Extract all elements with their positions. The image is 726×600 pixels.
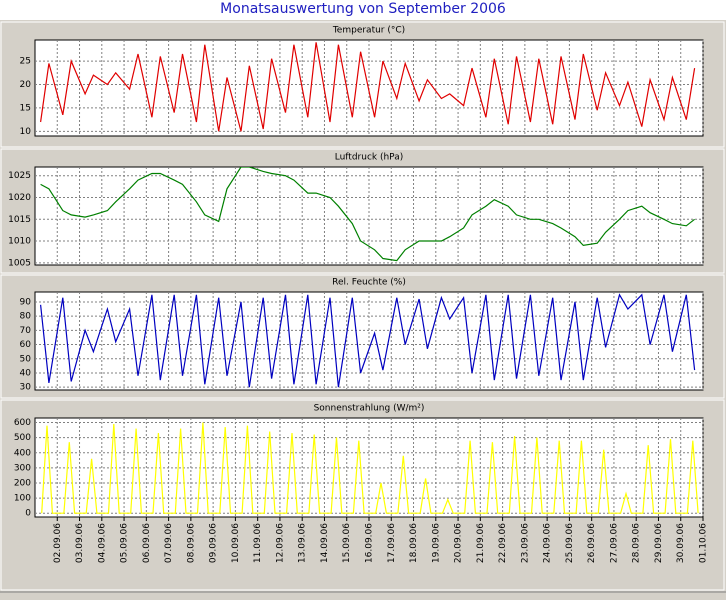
x-tick-label: 29.09.06 bbox=[654, 523, 664, 563]
x-tick-label: 06.09.06 bbox=[142, 523, 152, 563]
x-tick-label: 08.09.06 bbox=[186, 523, 196, 563]
page-title: Monatsauswertung von September 2006 bbox=[220, 1, 506, 17]
y-tick-label: 300 bbox=[14, 463, 31, 473]
x-tick-label: 19.09.06 bbox=[431, 523, 441, 563]
x-tick-label: 27.09.06 bbox=[609, 523, 619, 563]
y-tick-label: 1015 bbox=[8, 215, 31, 225]
y-tick-label: 0 bbox=[25, 509, 31, 519]
panel-title: Temperatur (°C) bbox=[332, 26, 405, 36]
x-tick-label: 21.09.06 bbox=[476, 523, 486, 563]
y-tick-label: 100 bbox=[14, 494, 31, 504]
x-tick-label: 28.09.06 bbox=[632, 523, 642, 563]
x-tick-label: 05.09.06 bbox=[120, 523, 130, 563]
y-tick-label: 400 bbox=[14, 448, 31, 458]
y-tick-label: 10 bbox=[20, 127, 32, 137]
y-tick-label: 90 bbox=[20, 297, 32, 307]
x-tick-label: 14.09.06 bbox=[320, 523, 330, 563]
x-tick-label: 02.09.06 bbox=[53, 523, 63, 563]
x-tick-label: 13.09.06 bbox=[298, 523, 308, 563]
x-tick-label: 15.09.06 bbox=[342, 523, 352, 563]
y-tick-label: 70 bbox=[20, 326, 32, 336]
y-tick-label: 20 bbox=[20, 80, 32, 90]
y-tick-label: 600 bbox=[14, 418, 31, 428]
x-tick-label: 04.09.06 bbox=[97, 523, 107, 563]
x-tick-label: 30.09.06 bbox=[676, 523, 686, 563]
x-tick-label: 26.09.06 bbox=[587, 523, 597, 563]
panel-title: Rel. Feuchte (%) bbox=[332, 278, 406, 288]
data-line bbox=[40, 42, 696, 132]
x-tick-label: 25.09.06 bbox=[565, 523, 575, 563]
title-bar bbox=[0, 0, 726, 20]
y-tick-label: 1010 bbox=[8, 237, 31, 247]
y-tick-label: 1020 bbox=[8, 193, 31, 203]
x-tick-label: 20.09.06 bbox=[454, 523, 464, 563]
data-line bbox=[41, 422, 699, 514]
y-tick-label: 500 bbox=[14, 433, 31, 443]
y-tick-label: 1005 bbox=[8, 258, 31, 268]
x-tick-label: 17.09.06 bbox=[387, 523, 397, 563]
x-tick-label: 24.09.06 bbox=[543, 523, 553, 563]
panel-title: Luftdruck (hPa) bbox=[335, 153, 404, 163]
y-tick-label: 80 bbox=[20, 312, 32, 322]
y-tick-label: 200 bbox=[14, 478, 31, 488]
y-tick-label: 60 bbox=[20, 340, 32, 350]
x-tick-label: 09.09.06 bbox=[209, 523, 219, 563]
x-tick-label: 01.10.06 bbox=[699, 523, 709, 563]
x-tick-label: 18.09.06 bbox=[409, 523, 419, 563]
panel-title: Sonnenstrahlung (W/m²) bbox=[314, 404, 425, 414]
y-tick-label: 1025 bbox=[8, 171, 31, 181]
y-tick-label: 40 bbox=[20, 368, 32, 378]
y-tick-label: 30 bbox=[20, 383, 32, 393]
x-tick-label: 10.09.06 bbox=[231, 523, 241, 563]
x-tick-label: 03.09.06 bbox=[75, 523, 85, 563]
data-line bbox=[40, 293, 696, 388]
y-tick-label: 15 bbox=[20, 103, 31, 113]
x-tick-label: 22.09.06 bbox=[498, 523, 508, 563]
x-tick-label: 23.09.06 bbox=[520, 523, 530, 563]
data-line bbox=[40, 167, 695, 262]
x-tick-label: 12.09.06 bbox=[275, 523, 285, 563]
y-tick-label: 25 bbox=[20, 57, 31, 67]
x-tick-label: 16.09.06 bbox=[365, 523, 375, 563]
x-tick-label: 07.09.06 bbox=[164, 523, 174, 563]
y-tick-label: 50 bbox=[20, 354, 32, 364]
x-tick-label: 11.09.06 bbox=[253, 523, 263, 563]
